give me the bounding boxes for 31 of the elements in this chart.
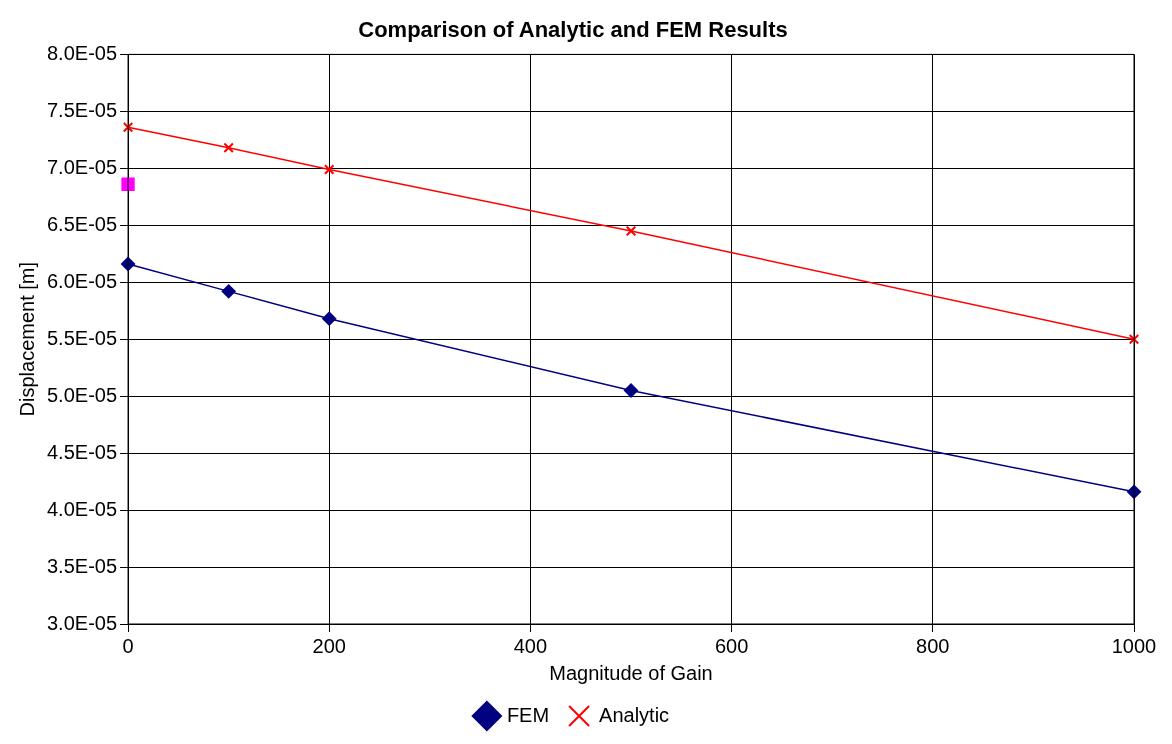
point	[324, 164, 335, 175]
y-tick-label: 3.0E-05	[46, 611, 118, 634]
y-tick-label: 3.5E-05	[46, 554, 118, 577]
x-axis-title: Magnitude of Gain	[549, 661, 713, 684]
x-tick-label: 600	[714, 634, 749, 657]
point	[625, 225, 637, 237]
y-tick-label: 7.0E-05	[46, 155, 118, 178]
x-tick-label: 400	[513, 634, 548, 657]
point	[122, 122, 134, 133]
point	[624, 383, 639, 398]
point	[223, 142, 234, 154]
y-axis-title: Displacement [m]	[15, 261, 38, 417]
y-tick-label: 4.5E-05	[46, 440, 118, 463]
point	[1128, 333, 1140, 345]
y-tick-label: 8.0E-05	[46, 41, 118, 64]
x-tick-label: 800	[916, 634, 950, 657]
y-tick-label: 7.5E-05	[46, 98, 118, 121]
y-tick-label: 6.0E-05	[46, 269, 118, 292]
y-tick-label: 5.0E-05	[46, 383, 118, 406]
x-tick-label: 200	[312, 634, 346, 657]
point	[121, 177, 135, 191]
point	[322, 311, 337, 326]
point	[221, 284, 236, 299]
legend-label: Analytic	[599, 703, 670, 726]
y-tick-label: 6.5E-05	[46, 212, 118, 235]
chart-title: Comparison of Analytic and FEM Results	[358, 17, 788, 43]
x-tick-label: 1000	[1111, 634, 1157, 657]
y-tick-label: 4.0E-05	[46, 497, 118, 520]
x-tick-label: 0	[122, 634, 134, 657]
legend-label: FEM	[506, 703, 550, 726]
y-tick-label: 5.5E-05	[46, 326, 118, 349]
